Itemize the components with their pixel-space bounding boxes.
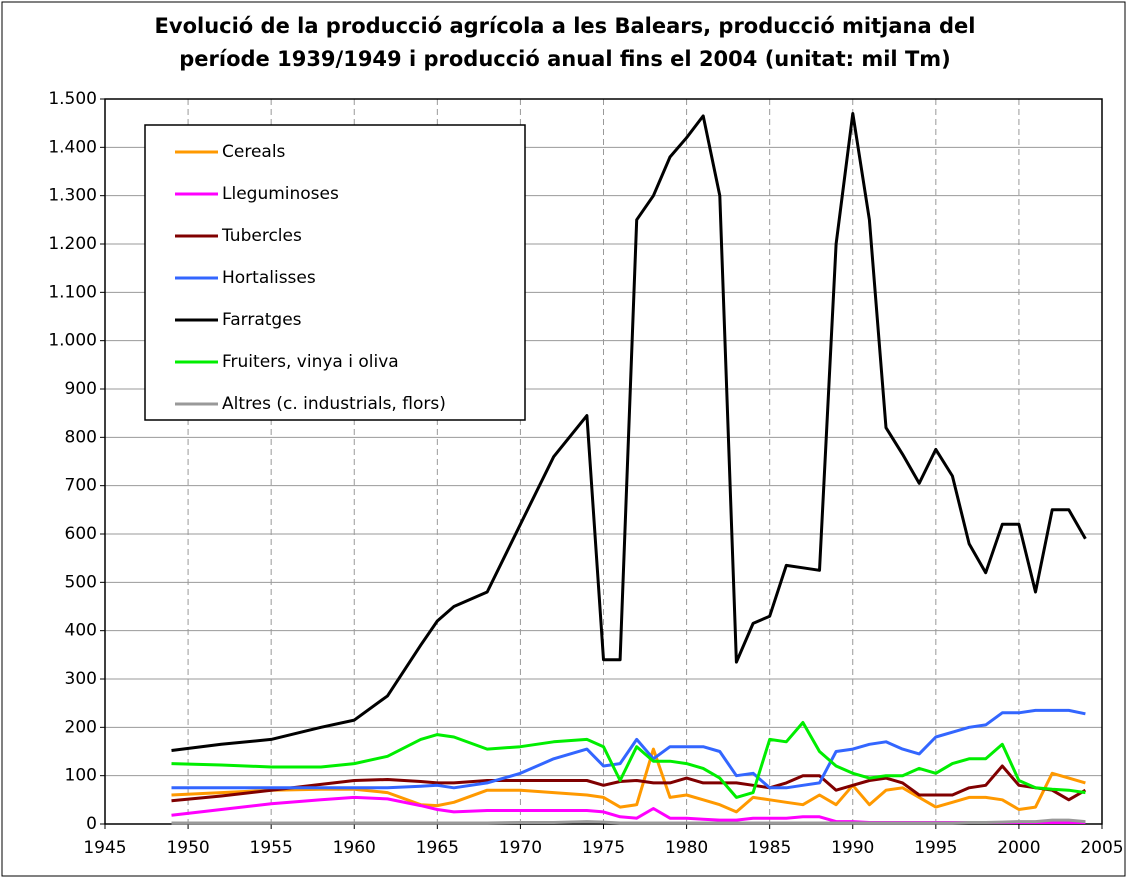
series-line — [171, 818, 1086, 825]
x-tick-label: 1995 — [914, 838, 957, 858]
y-tick-label: 1.200 — [48, 234, 97, 254]
chart-title: període 1939/1949 i producció anual fins… — [179, 47, 951, 71]
legend-label: Fruiters, vinya i oliva — [222, 352, 399, 372]
y-tick-label: 700 — [65, 476, 97, 496]
y-tick-label: 0 — [86, 814, 97, 834]
y-tick-label: 900 — [65, 379, 97, 399]
y-tick-label: 1.100 — [48, 282, 97, 302]
y-tick-label: 1.000 — [48, 331, 97, 351]
y-tick-label: 1.500 — [48, 89, 97, 109]
x-tick-label: 1960 — [333, 838, 376, 858]
y-tick-label: 200 — [65, 717, 97, 737]
x-tick-label: 1990 — [831, 838, 874, 858]
x-tick-label: 1955 — [250, 838, 293, 858]
legend-box — [144, 124, 526, 421]
series-line — [171, 764, 1087, 803]
plot-area — [104, 98, 1103, 825]
y-tick-label: 800 — [65, 427, 97, 447]
y-tick-label: 1.400 — [48, 137, 97, 157]
y-tick-label: 1.300 — [48, 186, 97, 206]
legend-label: Hortalisses — [222, 268, 316, 288]
x-tick-label: 1945 — [83, 838, 126, 858]
x-tick-label: 1985 — [748, 838, 791, 858]
legend-label: Cereals — [222, 142, 286, 162]
x-tick-label: 2000 — [997, 838, 1040, 858]
x-tick-label: 1975 — [582, 838, 625, 858]
chart-title: Evolució de la producció agrícola a les … — [155, 14, 976, 38]
x-tick-label: 1950 — [166, 838, 209, 858]
y-tick-label: 100 — [65, 766, 97, 786]
legend-label: Farratges — [222, 310, 302, 330]
series-line — [171, 112, 1087, 752]
series-line — [171, 721, 1086, 799]
series-line — [171, 708, 1086, 790]
y-tick-label: 600 — [65, 524, 97, 544]
x-tick-label: 1980 — [665, 838, 708, 858]
x-tick-label: 1970 — [499, 838, 542, 858]
x-tick-label: 2005 — [1080, 838, 1123, 858]
y-tick-label: 400 — [65, 621, 97, 641]
y-tick-label: 500 — [65, 572, 97, 592]
legend-label: Lleguminoses — [222, 184, 339, 204]
x-tick-label: 1965 — [416, 838, 459, 858]
legend-label: Tubercles — [221, 226, 302, 246]
y-tick-label: 300 — [65, 669, 97, 689]
series-line — [171, 747, 1086, 814]
legend-label: Altres (c. industrials, flors) — [222, 394, 446, 414]
